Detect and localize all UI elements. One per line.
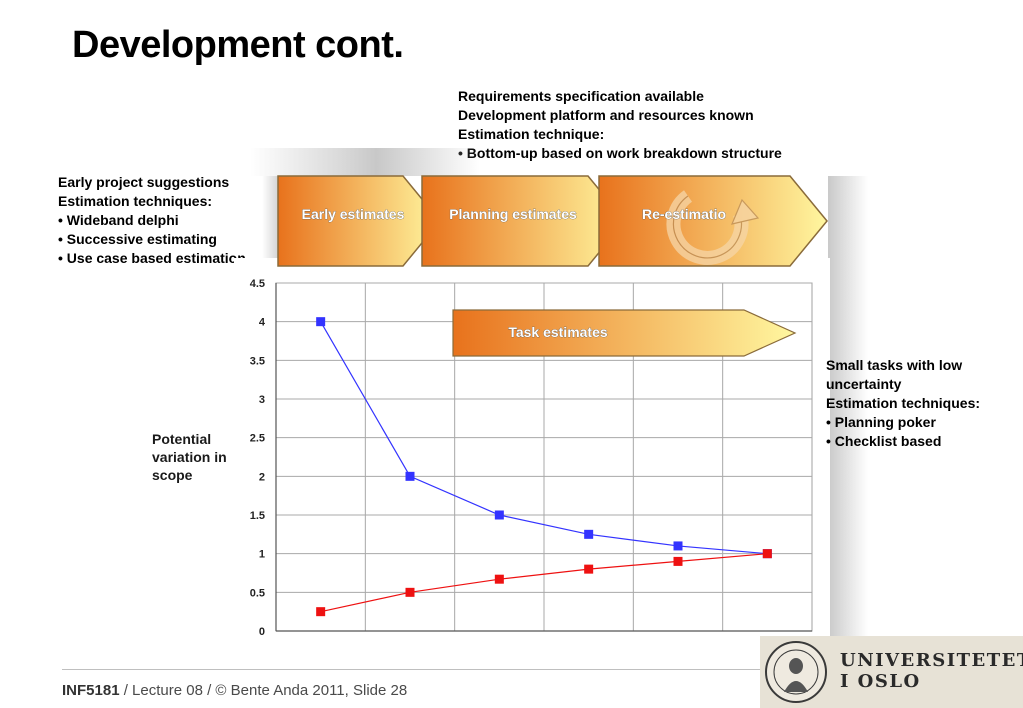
footer: INF5181 / Lecture 08 / © Bente Anda 2011… [62, 682, 407, 699]
right-text-line: • Planning poker [826, 414, 936, 430]
data-point-series-0 [494, 510, 504, 520]
y-tick-label: 1.5 [250, 510, 265, 522]
task-estimates-arrow [452, 309, 797, 357]
university-logo-text: UNIVERSITETET I OSLO [840, 650, 1023, 692]
cycle-icon [666, 190, 760, 265]
y-tick-label: 1 [259, 549, 265, 561]
y-axis-label-line: Potential [152, 431, 212, 447]
phase-label-reestimation: Re-estimatio [642, 206, 726, 222]
footer-text: / Lecture 08 / © Bente Anda 2011, Slide … [119, 682, 408, 699]
y-axis-label: Potential variation in scope [152, 430, 227, 484]
y-tick-label: 0.5 [250, 587, 265, 599]
decorative-shadow [828, 176, 868, 676]
series-line-0 [320, 321, 768, 555]
phase-label-early: Early estimates [302, 206, 405, 222]
y-axis-label-line: scope [152, 467, 193, 483]
footer-course: INF5181 [62, 682, 120, 699]
top-text-line: Estimation technique: [458, 126, 605, 142]
left-description: Early project suggestions Estimation tec… [58, 173, 246, 268]
y-tick-label: 3.5 [250, 355, 265, 367]
university-seal-icon [765, 641, 827, 703]
top-text-line: Requirements specification available [458, 88, 704, 104]
top-text-line: Development platform and resources known [458, 107, 754, 123]
footer-divider [62, 669, 762, 670]
left-text-line: • Use case based estimation [58, 250, 246, 266]
y-tick-label: 0 [259, 626, 265, 638]
left-text-line: • Successive estimating [58, 231, 217, 247]
phase-label-planning: Planning estimates [449, 206, 577, 222]
right-description: Small tasks with low uncertainty Estimat… [826, 356, 1016, 451]
left-text-line: Early project suggestions [58, 174, 230, 190]
data-point-series-1 [405, 587, 415, 597]
right-text-line: Small tasks with low uncertainty [826, 357, 963, 392]
y-tick-label: 4 [259, 317, 266, 329]
data-point-series-1 [762, 549, 772, 559]
page-title: Development cont. [72, 24, 404, 66]
top-text-line: • Bottom-up based on work breakdown stru… [458, 145, 782, 161]
y-tick-label: 2 [259, 471, 265, 483]
series-line-1 [320, 553, 768, 613]
y-tick-label: 3 [259, 394, 265, 406]
decorative-shadow [250, 148, 480, 176]
task-arrow: Task estimates [452, 309, 797, 357]
logo-line: I OSLO [840, 671, 921, 692]
right-text-line: • Checklist based [826, 433, 942, 449]
phase-arrows: Early estimates Planning estimates Re-es… [277, 175, 828, 267]
y-axis-label-line: variation in [152, 449, 227, 465]
phase-arrow-reestimation [598, 175, 828, 267]
data-point-series-1 [316, 607, 326, 617]
task-estimates-label: Task estimates [508, 324, 608, 340]
top-description: Requirements specification available Dev… [458, 87, 782, 163]
logo-line: UNIVERSITETET [840, 650, 1023, 671]
data-point-series-1 [673, 556, 683, 566]
right-text-line: Estimation techniques: [826, 395, 981, 411]
y-tick-label: 4.5 [250, 278, 265, 290]
data-point-series-1 [584, 564, 594, 574]
left-text-line: • Wideband delphi [58, 212, 179, 228]
data-point-series-1 [494, 574, 504, 584]
data-point-series-0 [673, 541, 683, 551]
left-text-line: Estimation techniques: [58, 193, 213, 209]
decorative-shadow [262, 176, 280, 268]
data-point-series-0 [316, 317, 326, 327]
y-tick-label: 2.5 [250, 433, 265, 445]
data-point-series-0 [584, 529, 594, 539]
data-point-series-0 [405, 471, 415, 481]
